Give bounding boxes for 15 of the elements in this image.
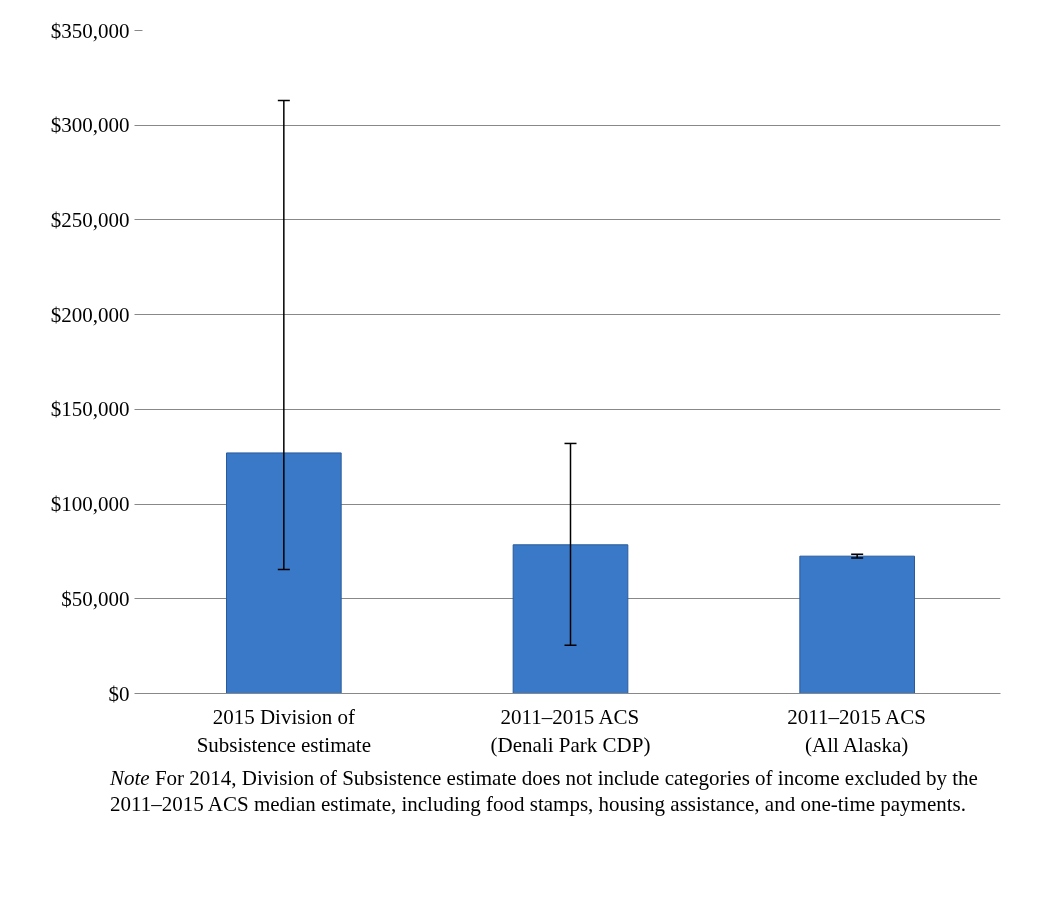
bar <box>226 452 342 694</box>
x-tick-label: 2011–2015 ACS (Denali Park CDP) <box>490 704 651 758</box>
y-tick-label: $250,000 <box>50 207 130 232</box>
bar <box>512 544 629 694</box>
y-tick-label: $0 <box>108 681 130 706</box>
y-tick-label: $150,000 <box>50 397 130 422</box>
y-tick-label: $50,000 <box>61 586 130 611</box>
y-tick-label: $100,000 <box>50 492 130 517</box>
y-tick-label: $200,000 <box>50 302 130 327</box>
bar <box>799 555 915 694</box>
y-tick-label: $350,000 <box>50 18 130 43</box>
x-tick-label: 2015 Division of Subsistence estimate <box>196 704 372 758</box>
text: Note For 2014, Division of Subsistence estimate does not include categories of income excluded by the 2011–2015 ACS median estimate, including food stamps, housing assistance, and one-time payments. <box>110 765 979 818</box>
y-tick-label: $300,000 <box>50 113 130 138</box>
x-tick-label: 2011–2015 ACS (All Alaska) <box>787 704 926 758</box>
